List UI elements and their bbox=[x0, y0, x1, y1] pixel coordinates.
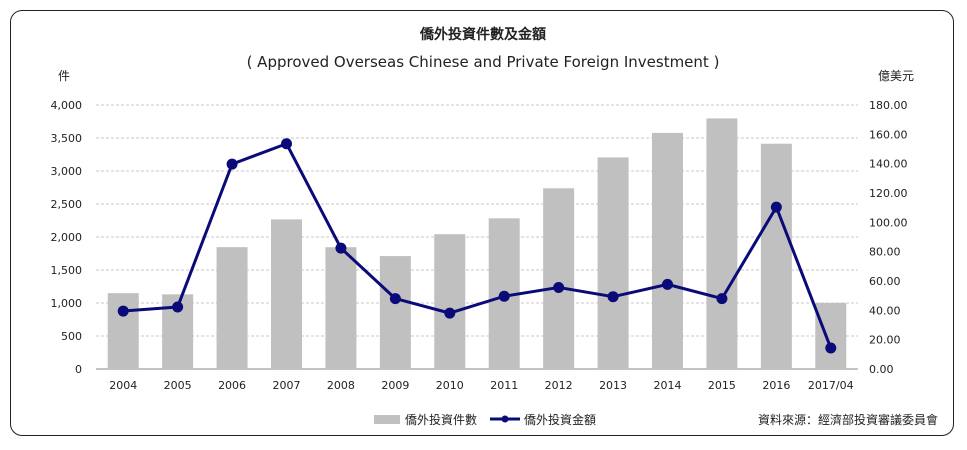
line-point bbox=[825, 342, 837, 354]
right-tick-label: 180.00 bbox=[869, 99, 908, 112]
left-tick-label: 2,500 bbox=[51, 198, 83, 211]
bar bbox=[597, 157, 629, 369]
x-tick-label: 2010 bbox=[436, 379, 464, 392]
chart-title: 僑外投資件數及金額 bbox=[419, 26, 546, 43]
right-tick-label: 20.00 bbox=[869, 334, 901, 347]
line-point bbox=[607, 291, 619, 303]
gridlines bbox=[96, 104, 858, 370]
right-tick-label: 80.00 bbox=[869, 246, 901, 259]
source-note: 資料來源：經濟部投資審議委員會 bbox=[758, 412, 938, 427]
left-tick-label: 1,000 bbox=[51, 297, 83, 310]
left-tick-label: 3,000 bbox=[51, 165, 83, 178]
right-tick-label: 160.00 bbox=[869, 128, 908, 141]
line-point bbox=[335, 242, 347, 254]
right-tick-label: 40.00 bbox=[869, 304, 901, 317]
x-tick-label: 2009 bbox=[381, 379, 409, 392]
right-tick-label: 140.00 bbox=[869, 158, 908, 171]
left-tick-label: 0 bbox=[75, 363, 82, 376]
left-tick-label: 500 bbox=[61, 330, 82, 343]
left-tick-label: 1,500 bbox=[51, 264, 83, 277]
x-tick-label: 2017/04 bbox=[808, 379, 854, 392]
bar bbox=[815, 302, 847, 369]
bar bbox=[325, 247, 357, 369]
legend-line-label: 僑外投資金額 bbox=[524, 412, 596, 427]
right-tick-label: 60.00 bbox=[869, 275, 901, 288]
line-point bbox=[553, 281, 565, 293]
line-point bbox=[389, 293, 401, 305]
line-point bbox=[716, 293, 728, 305]
line-point bbox=[172, 301, 184, 313]
bar-series bbox=[107, 118, 847, 369]
bar bbox=[652, 132, 683, 369]
chart-subtitle: ( Approved Overseas Chinese and Private … bbox=[247, 53, 720, 71]
legend: 僑外投資件數 僑外投資金額 bbox=[374, 412, 596, 427]
right-tick-label: 100.00 bbox=[869, 216, 908, 229]
x-tick-label: 2012 bbox=[545, 379, 573, 392]
right-tick-label: 120.00 bbox=[869, 187, 908, 200]
x-tick-label: 2016 bbox=[762, 379, 790, 392]
line-point bbox=[662, 278, 673, 290]
x-tick-label: 2014 bbox=[654, 379, 682, 392]
left-tick-label: 4,000 bbox=[51, 99, 83, 112]
line-point bbox=[770, 201, 782, 213]
bar bbox=[706, 118, 738, 369]
x-tick-label: 2007 bbox=[273, 379, 301, 392]
left-tick-label: 2,000 bbox=[51, 231, 83, 244]
line-point bbox=[117, 305, 129, 317]
right-axis-unit: 億美元 bbox=[878, 69, 914, 83]
x-tick-label: 2013 bbox=[599, 379, 627, 392]
right-tick-label: 0.00 bbox=[869, 363, 894, 376]
x-tick-label: 2015 bbox=[708, 379, 736, 392]
legend-line-marker bbox=[501, 415, 509, 423]
left-tick-label: 3,500 bbox=[51, 132, 83, 145]
legend-bar-label: 僑外投資件數 bbox=[405, 412, 477, 427]
line-point bbox=[281, 138, 292, 150]
bar bbox=[271, 219, 302, 369]
line-series bbox=[117, 138, 837, 354]
x-tick-label: 2008 bbox=[327, 379, 355, 392]
bar bbox=[379, 256, 411, 369]
bar bbox=[107, 293, 139, 369]
line-point bbox=[226, 158, 238, 170]
bar bbox=[760, 143, 792, 369]
x-tick-label: 2005 bbox=[164, 379, 192, 392]
bar bbox=[216, 247, 248, 369]
x-tick-label: 2006 bbox=[218, 379, 246, 392]
legend-bar-swatch bbox=[374, 415, 400, 424]
bar bbox=[543, 188, 575, 369]
left-axis-unit: 件 bbox=[58, 69, 70, 83]
line-point bbox=[444, 307, 456, 319]
line-point bbox=[498, 290, 510, 302]
x-tick-label: 2004 bbox=[109, 379, 137, 392]
bar bbox=[434, 234, 466, 369]
axis-ticks: 0 500 1,000 1,500 2,000 2,500 3,000 3,500 4,000 0… bbox=[51, 99, 908, 392]
x-tick-label: 2011 bbox=[490, 379, 518, 392]
series-line bbox=[123, 142, 833, 349]
